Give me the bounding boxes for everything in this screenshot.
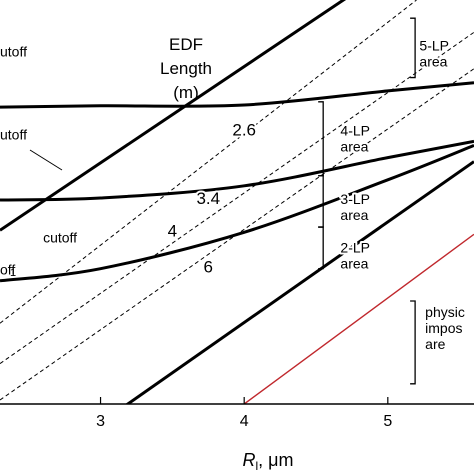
area-bracket-5 <box>410 300 416 385</box>
x-tick-label-3: 3 <box>96 413 105 430</box>
area-label-5: physic impos are <box>425 304 465 352</box>
cutoff-curve-2 <box>0 139 474 202</box>
cutoff-leader <box>29 149 63 171</box>
cutoff-label-4: off <box>0 262 15 278</box>
area-bracket-1 <box>410 17 416 79</box>
edf-length-title: EDF Length (m) <box>160 35 212 102</box>
area-label-4: 2-LP area <box>340 240 370 272</box>
edf-length-line-3-4 <box>0 0 417 324</box>
area-label-3: 3-LP area <box>340 191 370 223</box>
edf-length-line-6 <box>0 68 474 401</box>
edf-length-label-4: 4 <box>168 221 177 240</box>
edf-length-label-6: 6 <box>204 258 213 277</box>
label-layer: EDF Length (m) 2.6 3.4 4 6 utoff utoff cutoff off 5… <box>0 35 467 354</box>
cutoff-label-2: utoff <box>0 126 27 142</box>
area-label-1: 5-LP area <box>419 38 449 70</box>
edf-length-label-2-6: 2.6 <box>232 120 256 139</box>
edf-length-line-2-6 <box>0 0 347 232</box>
x-axis: 3 4 5 <box>0 397 474 430</box>
cutoff-label-fragment: 1 <box>10 267 16 279</box>
x-tick-label-5: 5 <box>383 413 392 430</box>
x-axis-label: Rl, μm <box>242 450 293 473</box>
x-tick-label-4: 4 <box>240 413 249 430</box>
area-bracket-3 <box>318 175 324 228</box>
cutoff-curve-3 <box>0 144 474 283</box>
bracket-layer <box>318 17 416 385</box>
area-label-2: 4-LP area <box>340 122 370 154</box>
cutoff-label-3: cutoff <box>43 229 77 245</box>
boundary-curve-8 <box>125 160 474 404</box>
boundary-curve-9 <box>243 233 474 404</box>
edf-length-line-4 <box>0 31 474 365</box>
cutoff-curve-1 <box>0 81 474 109</box>
cutoff-label-1: utoff <box>0 44 27 60</box>
edf-length-label-3-4: 3.4 <box>196 189 220 208</box>
series-layer <box>0 0 474 404</box>
area-bracket-4 <box>318 226 324 270</box>
